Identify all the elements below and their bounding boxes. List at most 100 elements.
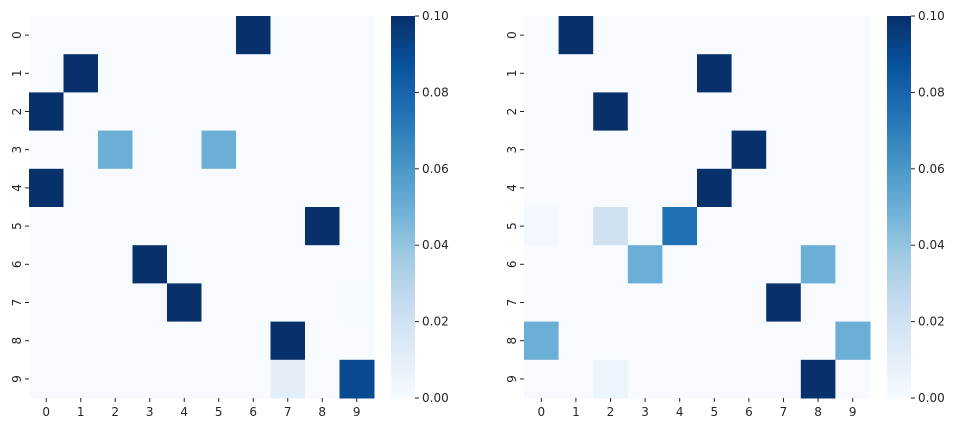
left-cell-r3-c2 (98, 130, 133, 170)
left-colorbar (391, 16, 415, 398)
left-cell-r5-c0 (29, 207, 64, 246)
right-cell-r1-c8 (800, 54, 836, 93)
right-cell-r9-c8 (800, 359, 836, 399)
right-xtick-label-8: 8 (814, 405, 822, 419)
left-ytick-label-2: 2 (10, 108, 24, 116)
right-cell-r4-c3 (627, 168, 663, 208)
left-cell-r3-c1 (63, 130, 99, 170)
left-cell-r2-c9 (339, 92, 375, 132)
left-colorbar-tick-label-0: 0.00 (422, 391, 449, 405)
right-xtick-label-9: 9 (849, 405, 857, 419)
right-colorbar-tick-label-3: 0.06 (918, 162, 945, 176)
left-cell-r6-c7 (270, 245, 306, 284)
right-cell-r9-c4 (662, 359, 698, 399)
right-cell-r4-c1 (558, 168, 594, 208)
left-cell-r6-c6 (236, 245, 271, 284)
left-ytick-label-8: 8 (10, 337, 24, 345)
right-cell-r7-c2 (593, 283, 629, 323)
right-colorbar (887, 16, 911, 398)
left-cell-r1-c8 (305, 54, 340, 93)
right-cell-r5-c1 (558, 207, 594, 246)
left-ytick-label-1: 1 (10, 69, 24, 77)
left-cell-r6-c4 (167, 245, 202, 284)
left-cell-r7-c2 (98, 283, 133, 323)
right-cell-r2-c2 (593, 92, 629, 132)
right-xtick-label-3: 3 (641, 405, 649, 419)
left-cell-r1-c9 (339, 54, 375, 93)
left-xtick-label-0: 0 (42, 405, 50, 419)
right-cell-r9-c1 (558, 359, 594, 399)
right-cell-r4-c8 (800, 168, 836, 208)
right-xtick-label-0: 0 (537, 405, 545, 419)
right-cell-r3-c4 (662, 130, 698, 170)
left-cell-r9-c4 (167, 359, 202, 399)
right-cell-r4-c2 (593, 168, 629, 208)
right-xtick-label-5: 5 (710, 405, 718, 419)
left-cell-r7-c3 (132, 283, 168, 323)
right-cell-r2-c4 (662, 92, 698, 132)
right-cell-r6-c7 (766, 245, 802, 284)
left-xtick-label-4: 4 (180, 405, 188, 419)
right-cell-r8-c6 (731, 321, 767, 361)
right-cell-r5-c6 (731, 207, 767, 246)
left-cell-r6-c8 (305, 245, 340, 284)
right-cell-r6-c2 (593, 245, 629, 284)
left-cell-r8-c1 (63, 321, 99, 361)
left-colorbar-tick-label-5: 0.10 (422, 9, 449, 23)
right-cell-r4-c5 (697, 168, 733, 208)
left-cell-r9-c3 (132, 359, 168, 399)
right-cell-r9-c2 (593, 359, 629, 399)
left-cell-r5-c2 (98, 207, 133, 246)
left-cell-r8-c8 (305, 321, 340, 361)
left-cell-r3-c8 (305, 130, 340, 170)
right-colorbar-tick-label-0: 0.00 (918, 391, 945, 405)
right-cell-r2-c1 (558, 92, 594, 132)
left-cell-r5-c1 (63, 207, 99, 246)
right-cell-r3-c6 (731, 130, 767, 170)
right-cell-r3-c3 (627, 130, 663, 170)
left-xtick-label-5: 5 (215, 405, 223, 419)
left-cell-r1-c0 (29, 54, 64, 93)
right-cell-r3-c8 (800, 130, 836, 170)
left-cell-r8-c4 (167, 321, 202, 361)
left-cell-r5-c7 (270, 207, 306, 246)
right-cell-r6-c4 (662, 245, 698, 284)
left-xtick-label-1: 1 (77, 405, 85, 419)
left-cell-r9-c2 (98, 359, 133, 399)
right-cell-r2-c0 (524, 92, 560, 132)
left-cell-r4-c1 (63, 168, 99, 208)
left-cell-r0-c1 (63, 16, 99, 55)
right-colorbar-tick-label-5: 0.10 (918, 9, 945, 23)
right-cell-r2-c6 (731, 92, 767, 132)
right-cell-r7-c3 (627, 283, 663, 323)
left-xtick-label-2: 2 (111, 405, 119, 419)
right-cell-r1-c4 (662, 54, 698, 93)
left-cell-r4-c2 (98, 168, 133, 208)
left-cell-r9-c5 (201, 359, 237, 399)
left-cell-r9-c8 (305, 359, 340, 399)
left-cell-r1-c4 (167, 54, 202, 93)
right-cell-r5-c7 (766, 207, 802, 246)
right-ytick-label-0: 0 (505, 31, 519, 39)
right-ytick-label-9: 9 (505, 375, 519, 383)
right-cell-r7-c0 (524, 283, 560, 323)
right-cell-r8-c1 (558, 321, 594, 361)
left-cell-r4-c4 (167, 168, 202, 208)
right-cell-r1-c9 (835, 54, 871, 93)
left-cell-r2-c6 (236, 92, 271, 132)
right-cell-r2-c7 (766, 92, 802, 132)
right-ytick-label-8: 8 (505, 337, 519, 345)
right-cell-r6-c3 (627, 245, 663, 284)
right-cell-r9-c7 (766, 359, 802, 399)
right-cell-r3-c2 (593, 130, 629, 170)
right-xtick-label-4: 4 (676, 405, 684, 419)
right-cell-r7-c4 (662, 283, 698, 323)
left-ytick-label-7: 7 (10, 299, 24, 307)
right-cell-r8-c2 (593, 321, 629, 361)
right-ytick-label-7: 7 (505, 299, 519, 307)
left-cell-r5-c3 (132, 207, 168, 246)
right-colorbar-tick-label-4: 0.08 (918, 85, 945, 99)
left-cell-r5-c8 (305, 207, 340, 246)
left-cell-r6-c9 (339, 245, 375, 284)
